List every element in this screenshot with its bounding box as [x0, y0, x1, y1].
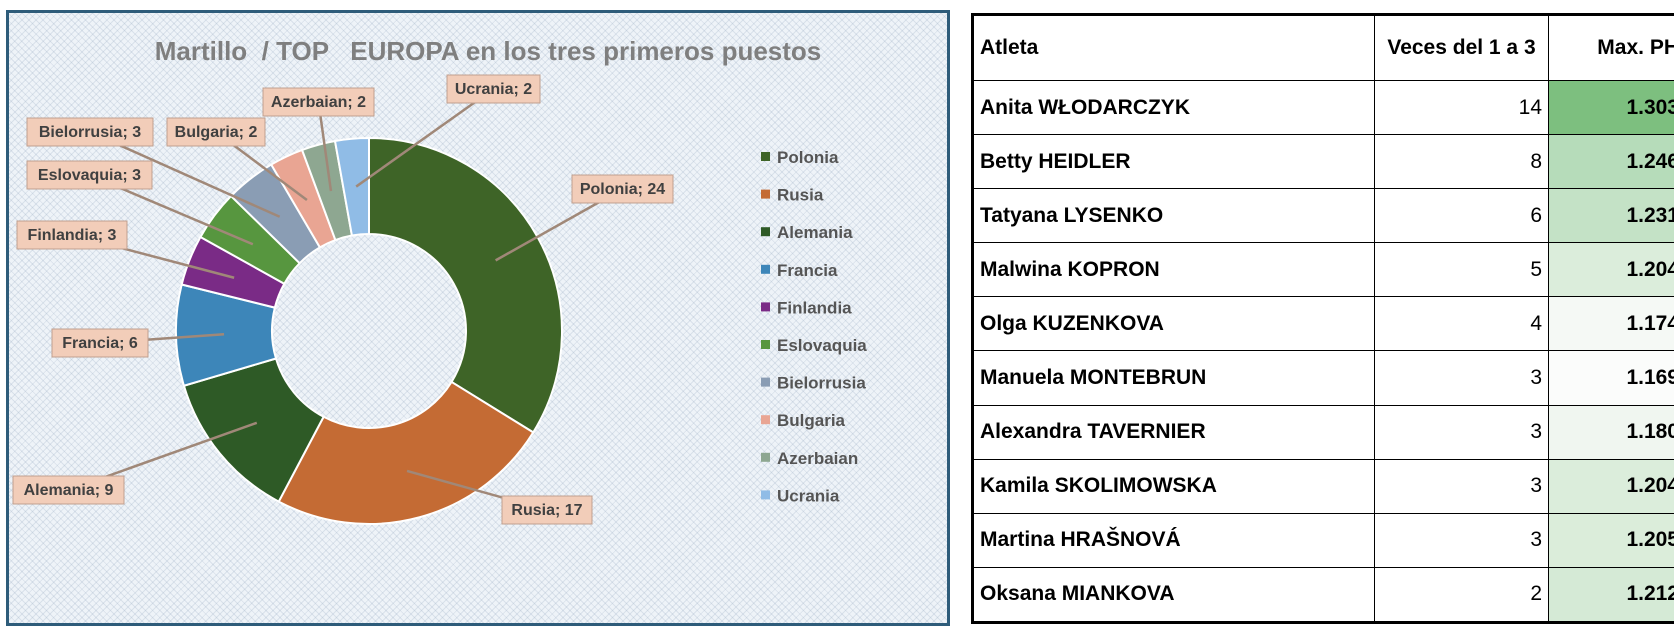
legend-swatch-francia [761, 264, 770, 274]
max-ph: 1.174 [1548, 296, 1674, 352]
athlete-name: Malwina KOPRON [972, 242, 1375, 298]
doughnut-chart: Martillo / TOP EUROPA en los tres primer… [12, 36, 867, 525]
header-max-ph: Max. PH [1548, 14, 1674, 81]
legend-swatch-finlandia [761, 302, 770, 312]
athlete-name: Olga KUZENKOVA [972, 296, 1375, 352]
chart-title: Martillo / TOP EUROPA en los tres primer… [155, 36, 822, 66]
data-label-bielorrusia: Bielorrusia; 3 [39, 124, 141, 141]
podium-count: 2 [1374, 566, 1549, 624]
data-label-alemania: Alemania; 9 [24, 482, 114, 499]
legend-swatch-alemania [761, 227, 770, 237]
data-label-francia: Francia; 6 [62, 335, 138, 352]
data-label-eslovaquia: Eslovaquia; 3 [38, 167, 141, 184]
legend-label-francia: Francia [777, 261, 838, 280]
callout-box-bulgaria [166, 117, 266, 147]
legend-swatch-azerbaian [761, 452, 770, 462]
slice-ucrania [333, 136, 370, 237]
max-ph: 1.231 [1548, 188, 1674, 244]
podium-count: 14 [1374, 79, 1549, 136]
max-ph: 1.204 [1548, 458, 1674, 514]
athlete-name: Oksana MIANKOVA [972, 566, 1375, 624]
legend-swatch-bielorrusia [761, 377, 770, 387]
callout-box-ucrania [446, 74, 541, 104]
athlete-table: Atleta Veces del 1 a 3 Max. PH Anita WŁO… [971, 13, 1674, 624]
podium-count: 3 [1374, 404, 1549, 460]
legend-label-bulgaria: Bulgaria [777, 411, 846, 430]
athlete-name: Tatyana LYSENKO [972, 188, 1375, 244]
chart-panel: Martillo / TOP EUROPA en los tres primer… [6, 10, 950, 626]
callout-box-bielorrusia [26, 117, 154, 147]
legend-label-polonia: Polonia [777, 148, 839, 167]
legend-label-bielorrusia: Bielorrusia [777, 374, 866, 393]
legend-label-alemania: Alemania [777, 223, 853, 242]
table-row: Oksana MIANKOVA 2 1.212 [972, 566, 1674, 624]
athlete-name: Martina HRAŠNOVÁ [972, 512, 1375, 568]
slice-polonia [368, 136, 563, 434]
data-label-polonia: Polonia; 24 [580, 181, 665, 198]
data-label-rusia: Rusia; 17 [511, 502, 582, 519]
max-ph: 1.246 [1548, 134, 1674, 190]
table-row: Olga KUZENKOVA 4 1.174 [972, 296, 1674, 352]
podium-count: 6 [1374, 188, 1549, 244]
table-row: Alexandra TAVERNIER 3 1.180 [972, 404, 1674, 460]
table-row: Kamila SKOLIMOWSKA 3 1.204 [972, 458, 1674, 514]
callout-box-eslovaquia [26, 160, 153, 190]
legend-label-rusia: Rusia [777, 186, 824, 205]
header-podium-count: Veces del 1 a 3 [1374, 14, 1549, 81]
data-label-azerbaian: Azerbaian; 2 [271, 94, 366, 111]
podium-count: 4 [1374, 296, 1549, 352]
podium-count: 3 [1374, 350, 1549, 406]
podium-count: 5 [1374, 242, 1549, 298]
athlete-name: Manuela MONTEBRUN [972, 350, 1375, 406]
max-ph: 1.303 [1548, 79, 1674, 136]
table-row: Malwina KOPRON 5 1.204 [972, 242, 1674, 298]
legend-swatch-eslovaquia [761, 340, 770, 349]
callouts: Polonia; 24 Rusia; 17 Alemania; 9 Francia; … [12, 74, 674, 525]
max-ph: 1.212 [1548, 566, 1674, 624]
chart-legend: Polonia Rusia Alemania Francia Finlandia Eslo… [761, 148, 867, 505]
legend-swatch-ucrania [761, 490, 770, 500]
leader-ucrania [355, 87, 495, 188]
table-row: Manuela MONTEBRUN 3 1.169 [972, 350, 1674, 406]
callout-box-azerbaian [262, 87, 375, 117]
legend-swatch-bulgaria [761, 415, 770, 425]
athlete-name: Anita WŁODARCZYK [972, 79, 1375, 136]
data-label-ucrania: Ucrania; 2 [455, 81, 532, 98]
legend-label-azerbaian: Azerbaian [777, 449, 858, 468]
legend-label-ucrania: Ucrania [777, 486, 840, 505]
table-row: Tatyana LYSENKO 6 1.231 [972, 188, 1674, 244]
callout-box-finlandia [16, 220, 128, 250]
podium-count: 8 [1374, 134, 1549, 190]
data-label-finlandia: Finlandia; 3 [28, 227, 117, 244]
table-row: Martina HRAŠNOVÁ 3 1.205 [972, 512, 1674, 568]
athlete-name: Alexandra TAVERNIER [972, 404, 1375, 460]
leader-azerbaian [317, 101, 333, 192]
callout-box-alemania [12, 475, 125, 505]
podium-count: 3 [1374, 512, 1549, 568]
legend-swatch-polonia [761, 152, 770, 161]
legend-label-finlandia: Finlandia [777, 298, 852, 317]
athlete-name: Kamila SKOLIMOWSKA [972, 458, 1375, 514]
chart-slices [175, 136, 563, 525]
data-label-bulgaria: Bulgaria; 2 [175, 124, 258, 141]
legend-swatch-rusia [761, 189, 770, 199]
max-ph: 1.204 [1548, 242, 1674, 298]
callout-box-rusia [501, 495, 593, 525]
legend-label-eslovaquia: Eslovaquia [777, 336, 867, 355]
max-ph: 1.205 [1548, 512, 1674, 568]
table-row: Betty HEIDLER 8 1.246 [972, 134, 1674, 190]
max-ph: 1.180 [1548, 404, 1674, 460]
callout-box-polonia [571, 174, 674, 204]
podium-count: 3 [1374, 458, 1549, 514]
athlete-name: Betty HEIDLER [972, 134, 1375, 190]
max-ph: 1.169 [1548, 350, 1674, 406]
header-athlete: Atleta [972, 14, 1375, 81]
table-row: Anita WŁODARCZYK 14 1.303 [972, 79, 1674, 136]
table-header-row: Atleta Veces del 1 a 3 Max. PH [972, 14, 1674, 81]
callout-box-francia [51, 328, 149, 358]
